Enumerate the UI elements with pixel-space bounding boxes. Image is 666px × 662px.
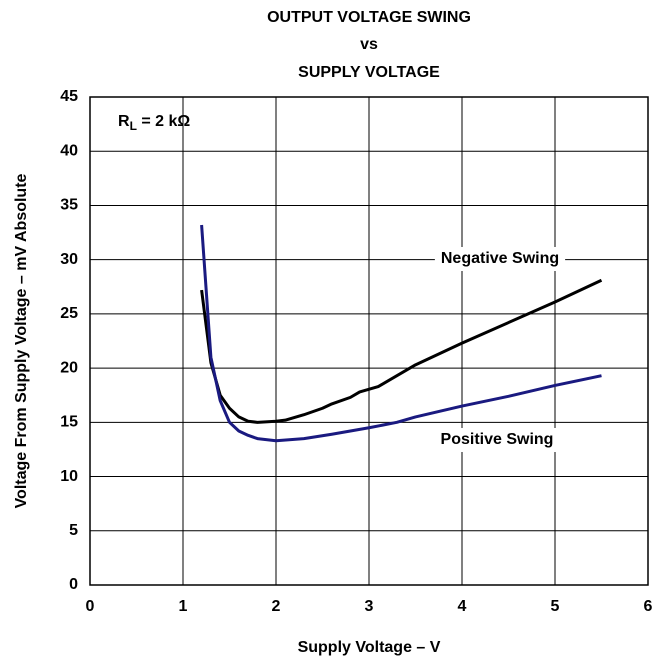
x-tick-label: 0 — [86, 598, 95, 615]
y-tick-label: 35 — [60, 197, 78, 214]
y-tick-label: 20 — [60, 359, 78, 376]
x-tick-label: 1 — [179, 598, 188, 615]
y-tick-label: 15 — [60, 414, 78, 431]
annotation-text: = 2 kΩ — [137, 113, 190, 130]
y-tick-label: 30 — [60, 251, 78, 268]
x-tick-label: 6 — [644, 598, 653, 615]
x-tick-label: 4 — [458, 598, 467, 615]
label-background — [434, 247, 566, 271]
series-line — [200, 278, 603, 424]
y-tick-label: 25 — [60, 305, 78, 322]
y-tick-label: 45 — [60, 88, 78, 105]
chart-title: SUPPLY VOLTAGE — [298, 64, 440, 81]
y-tick-label: 0 — [69, 576, 78, 593]
annotation-subscript: L — [130, 119, 137, 133]
annotation-text: R — [118, 113, 130, 130]
y-axis-label: Voltage From Supply Voltage – mV Absolut… — [13, 173, 30, 508]
label-background — [434, 428, 560, 452]
y-tick-label: 10 — [60, 468, 78, 485]
x-tick-label: 2 — [272, 598, 281, 615]
x-axis-label: Supply Voltage – V — [298, 639, 441, 656]
series-label: Positive Swing — [441, 431, 554, 448]
series-line — [200, 224, 602, 443]
plot-frame — [89, 96, 649, 586]
chart-title: OUTPUT VOLTAGE SWING — [267, 9, 471, 26]
y-tick-label: 5 — [69, 522, 78, 539]
y-tick-label: 40 — [60, 142, 78, 159]
chart-title: vs — [360, 36, 378, 53]
x-tick-label: 3 — [365, 598, 374, 615]
annotation: RL = 2 kΩ — [118, 113, 190, 133]
series-label: Negative Swing — [441, 250, 559, 267]
x-tick-label: 5 — [551, 598, 560, 615]
